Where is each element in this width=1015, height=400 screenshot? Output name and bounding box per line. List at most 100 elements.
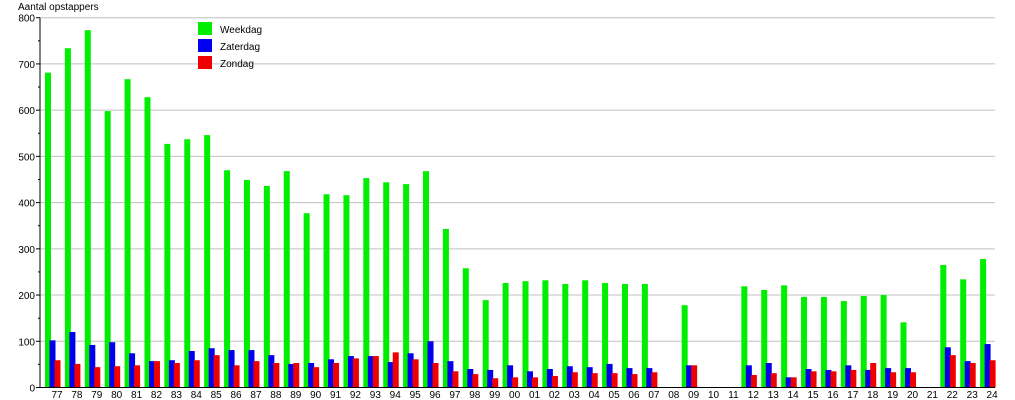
bar-zaterdag-24 bbox=[984, 344, 991, 388]
x-tick-label: 88 bbox=[270, 390, 282, 400]
x-tick-label: 16 bbox=[827, 390, 839, 400]
bar-weekdag-15 bbox=[801, 296, 808, 388]
bar-zaterdag-89 bbox=[288, 363, 295, 388]
bar-zondag-83 bbox=[173, 363, 180, 388]
bar-zaterdag-16 bbox=[825, 369, 832, 388]
bar-weekdag-14 bbox=[781, 285, 788, 388]
bar-zaterdag-07 bbox=[646, 368, 653, 388]
bar-zondag-99 bbox=[492, 378, 499, 388]
bar-zondag-92 bbox=[352, 358, 359, 388]
bar-zaterdag-87 bbox=[248, 350, 255, 388]
bar-zaterdag-90 bbox=[308, 363, 315, 388]
bar-weekdag-93 bbox=[363, 178, 370, 388]
x-tick-label: 99 bbox=[489, 390, 501, 400]
x-tick-label: 78 bbox=[71, 390, 83, 400]
bar-weekdag-94 bbox=[383, 182, 390, 388]
bar-weekdag-96 bbox=[423, 171, 430, 388]
bar-zondag-17 bbox=[850, 369, 857, 388]
bar-zaterdag-12 bbox=[745, 365, 752, 388]
legend: Weekdag Zaterdag Zondag bbox=[198, 22, 262, 70]
bar-zondag-87 bbox=[253, 361, 260, 388]
bar-weekdag-84 bbox=[184, 139, 191, 388]
bar-zaterdag-79 bbox=[89, 344, 96, 388]
x-tick-label: 97 bbox=[449, 390, 461, 400]
bar-zondag-78 bbox=[74, 363, 81, 388]
bar-zondag-16 bbox=[830, 371, 837, 388]
bar-zaterdag-94 bbox=[387, 362, 394, 388]
bar-zondag-24 bbox=[989, 360, 996, 388]
x-tick-label: 77 bbox=[51, 390, 63, 400]
bar-zondag-18 bbox=[870, 363, 877, 388]
bar-weekdag-80 bbox=[104, 111, 111, 388]
y-axis-label: Aantal opstappers bbox=[18, 2, 99, 13]
gridlines bbox=[40, 17, 995, 342]
bar-zaterdag-17 bbox=[845, 365, 852, 388]
x-tick-label: 83 bbox=[171, 390, 183, 400]
bar-weekdag-86 bbox=[224, 170, 231, 388]
x-axis-ticks: 77 78 79 80 81 82 83 84 85 86 87 88 89 90 91 92 93 94 95 96… bbox=[51, 390, 998, 400]
x-tick-label: 22 bbox=[947, 390, 959, 400]
x-tick-label: 12 bbox=[748, 390, 760, 400]
x-tick-label: 86 bbox=[231, 390, 243, 400]
x-tick-label: 96 bbox=[429, 390, 441, 400]
bar-zaterdag-85 bbox=[208, 348, 215, 388]
x-tick-label: 01 bbox=[529, 390, 541, 400]
x-tick-label: 05 bbox=[609, 390, 621, 400]
bar-zondag-02 bbox=[551, 375, 558, 388]
bar-zondag-20 bbox=[910, 372, 917, 388]
bar-weekdag-18 bbox=[860, 295, 867, 388]
bar-weekdag-20 bbox=[900, 322, 907, 388]
bar-zondag-09 bbox=[691, 365, 698, 388]
x-tick-label: 82 bbox=[151, 390, 163, 400]
x-tick-label: 08 bbox=[668, 390, 680, 400]
bar-zaterdag-82 bbox=[148, 361, 155, 388]
bar-zondag-77 bbox=[54, 360, 61, 388]
bar-zaterdag-23 bbox=[964, 361, 971, 388]
bar-zaterdag-02 bbox=[546, 369, 553, 388]
bar-zondag-98 bbox=[472, 374, 479, 388]
bar-zondag-12 bbox=[750, 375, 757, 388]
x-tick-label: 10 bbox=[708, 390, 720, 400]
y-tick-label: 200 bbox=[18, 291, 35, 302]
bar-zaterdag-80 bbox=[109, 342, 116, 388]
bar-zaterdag-14 bbox=[785, 377, 792, 388]
x-tick-label: 03 bbox=[569, 390, 581, 400]
y-tick-label: 100 bbox=[18, 337, 35, 348]
bar-zondag-07 bbox=[651, 372, 658, 388]
bar-zaterdag-77 bbox=[49, 340, 56, 388]
x-tick-label: 92 bbox=[350, 390, 362, 400]
bar-weekdag-91 bbox=[323, 194, 330, 388]
y-tick-label: 0 bbox=[29, 384, 35, 395]
bar-zaterdag-96 bbox=[427, 341, 434, 388]
x-tick-label: 95 bbox=[410, 390, 422, 400]
bar-zaterdag-04 bbox=[586, 367, 593, 388]
bars bbox=[45, 30, 996, 388]
bar-zaterdag-81 bbox=[129, 353, 136, 388]
x-tick-label: 11 bbox=[728, 390, 739, 400]
y-tick-label: 600 bbox=[18, 106, 35, 117]
bar-weekdag-83 bbox=[164, 143, 171, 388]
legend-label-zaterdag: Zaterdag bbox=[220, 42, 260, 53]
x-tick-label: 09 bbox=[688, 390, 700, 400]
legend-swatch-zondag bbox=[198, 56, 212, 69]
bar-zaterdag-09 bbox=[686, 365, 693, 388]
y-tick-label: 500 bbox=[18, 152, 35, 163]
bar-zondag-89 bbox=[293, 363, 300, 388]
bar-weekdag-24 bbox=[980, 258, 987, 388]
bar-weekdag-05 bbox=[602, 283, 609, 388]
x-tick-label: 23 bbox=[967, 390, 979, 400]
bar-weekdag-13 bbox=[761, 289, 768, 388]
bar-weekdag-95 bbox=[403, 184, 410, 388]
x-tick-label: 98 bbox=[469, 390, 481, 400]
legend-swatch-zaterdag bbox=[198, 39, 212, 52]
x-tick-label: 13 bbox=[768, 390, 780, 400]
bar-zaterdag-93 bbox=[367, 356, 374, 388]
bar-zaterdag-01 bbox=[527, 371, 533, 388]
bar-weekdag-23 bbox=[960, 279, 967, 388]
x-tick-label: 91 bbox=[330, 390, 342, 400]
bar-weekdag-97 bbox=[442, 228, 449, 388]
bar-weekdag-99 bbox=[482, 300, 489, 388]
bar-zaterdag-91 bbox=[328, 359, 335, 388]
x-tick-label: 80 bbox=[111, 390, 123, 400]
bar-weekdag-07 bbox=[641, 283, 648, 388]
